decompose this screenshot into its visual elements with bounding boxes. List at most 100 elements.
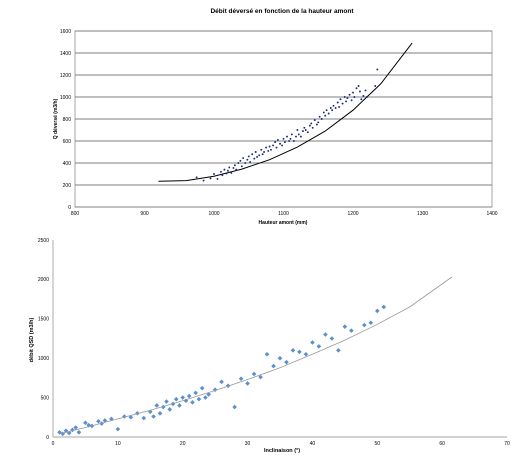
chart-1-point: [260, 148, 263, 151]
chart-1-point: [263, 151, 265, 153]
chart-2-point: [342, 324, 348, 329]
chart-2-y-tick-label: 2500: [38, 238, 49, 244]
chart-2-point: [167, 407, 173, 412]
chart-1-point: [230, 171, 233, 174]
chart-1-point: [246, 158, 249, 161]
chart-1-point: [306, 131, 309, 134]
chart-1-point: [348, 93, 351, 96]
chart-2-point: [258, 374, 263, 380]
chart-1-point: [282, 137, 285, 140]
chart-1-point: [320, 118, 323, 120]
chart-1-point: [232, 167, 235, 169]
chart-1-y-tick-label: 1600: [60, 29, 71, 35]
chart-1-point: [357, 85, 360, 87]
chart-1-point: [233, 164, 236, 167]
chart-2-y-axis-label: débit QSD (m3/h): [29, 318, 35, 363]
chart-2-point: [310, 340, 315, 345]
chart-1-trendline: [158, 42, 413, 182]
chart-2-point: [183, 398, 189, 404]
chart-1-point: [242, 157, 245, 159]
chart-2-x-tick-labels: 0 10 20 30 40 50 60 70: [52, 441, 510, 447]
chart-2-y-tick-label: 2000: [38, 277, 49, 283]
chart-1-point: [274, 141, 277, 144]
chart-2-point: [186, 393, 192, 399]
chart-2-points: [57, 304, 387, 437]
chart-1-point: [315, 123, 318, 126]
chart-1-point: [202, 179, 205, 182]
chart-1-point: [297, 133, 300, 136]
chart-1-point: [345, 100, 347, 103]
chart-1-point: [247, 155, 250, 158]
chart-1-y-tick-label: 0: [68, 205, 71, 211]
chart-2-y-tick-label: 0: [46, 435, 49, 441]
chart-2-point: [147, 409, 153, 415]
chart-1-point: [221, 174, 224, 177]
chart-1-point: [267, 149, 270, 152]
chart-1-y-axis-label: Q déversé (m3/h): [53, 98, 59, 139]
chart-1-point: [279, 142, 281, 145]
chart-2-point: [102, 418, 108, 423]
chart-1-point: [216, 178, 219, 180]
chart-2-x-tick-label: 40: [310, 441, 316, 447]
chart-2-point: [177, 403, 182, 408]
chart-1-point: [331, 109, 334, 112]
chart-1-point: [360, 98, 363, 101]
chart-2-point: [323, 332, 328, 337]
chart-1-point: [239, 159, 242, 162]
chart-1-point: [352, 91, 354, 94]
chart-1-point: [195, 176, 198, 179]
chart-2-point: [264, 351, 270, 357]
chart-2-x-tick-label: 0: [52, 441, 55, 447]
chart-1-point: [308, 124, 311, 127]
chart-2-point: [336, 348, 341, 353]
chart-2: 0 500 1000 1500 2000 2500 0 10 20 30 40 50 60 70 Inc…: [29, 238, 510, 454]
chart-1-points: [195, 68, 379, 182]
chart-2-point: [362, 322, 367, 328]
chart-1-point: [281, 144, 284, 147]
chart-1-x-tick-label: 1400: [486, 211, 497, 217]
chart-1-y-tick-label: 1200: [60, 73, 71, 79]
chart-1-point: [324, 114, 327, 117]
chart-2-point: [277, 355, 283, 361]
chart-1-point: [254, 151, 257, 153]
chart-1-point: [276, 138, 279, 141]
chart-1-point: [275, 146, 278, 149]
chart-1-point: [341, 102, 344, 105]
chart-1-point: [311, 126, 314, 129]
chart-2-point: [303, 351, 309, 357]
chart-2-point: [329, 336, 335, 341]
chart-2-point: [151, 414, 156, 419]
chart-2-point: [73, 425, 78, 430]
chart-2-point: [316, 344, 322, 349]
chart-1-point: [336, 101, 339, 104]
chart-1-x-tick-labels: 800 900 1000 1100 1200 1300 1400: [71, 211, 498, 217]
chart-2-point: [374, 308, 380, 314]
chart-1-plot-area: [74, 30, 493, 208]
chart-1-title: Débit déversé en fonction de la hauteur …: [210, 8, 354, 15]
chart-2-y-tick-labels: 0 500 1000 1500 2000 2500: [38, 238, 49, 441]
chart-1-point: [310, 122, 313, 125]
chart-2-point: [251, 371, 257, 377]
chart-2-point: [290, 348, 296, 353]
chart-1-y-tick-labels: 0 200 400 600 800 1000 1200 1400 1600: [60, 29, 71, 211]
chart-2-point: [219, 379, 224, 385]
chart-2-x-axis-label: Inclinaison (°): [264, 448, 300, 454]
chart-1-point: [253, 157, 256, 160]
chart-1-point: [290, 133, 293, 136]
chart-2-point: [349, 328, 354, 333]
chart-2-point: [232, 404, 237, 410]
chart-1-point: [223, 168, 226, 171]
chart-2-x-tick-label: 30: [245, 441, 251, 447]
chart-1-x-tick-label: 1100: [278, 211, 289, 217]
chart-1-point: [270, 148, 272, 151]
chart-1-point: [289, 137, 292, 140]
chart-2-point: [122, 414, 127, 419]
chart-1-x-axis-label: Hauteur amont (mm): [259, 220, 308, 226]
chart-2-point: [76, 429, 82, 435]
chart-1-point: [327, 112, 330, 115]
chart-1-y-tick-label: 600: [63, 139, 72, 145]
chart-2-point: [180, 395, 186, 400]
chart-1-y-tick-label: 400: [63, 161, 72, 167]
chart-1-point: [235, 168, 238, 171]
chart-1-point: [286, 135, 288, 138]
